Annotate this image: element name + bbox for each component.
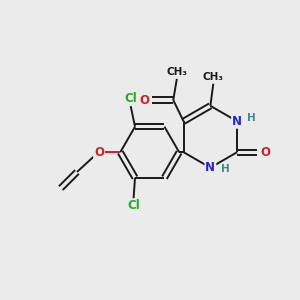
Text: N: N — [206, 161, 215, 174]
Text: Cl: Cl — [124, 92, 137, 105]
Text: CH₃: CH₃ — [166, 67, 187, 77]
Text: N: N — [232, 115, 242, 128]
Text: H: H — [248, 113, 256, 123]
Text: O: O — [260, 146, 270, 159]
Text: H: H — [221, 164, 230, 174]
Text: O: O — [94, 146, 104, 159]
Text: Cl: Cl — [127, 199, 140, 212]
Text: CH₃: CH₃ — [203, 72, 224, 82]
Text: O: O — [140, 94, 149, 106]
